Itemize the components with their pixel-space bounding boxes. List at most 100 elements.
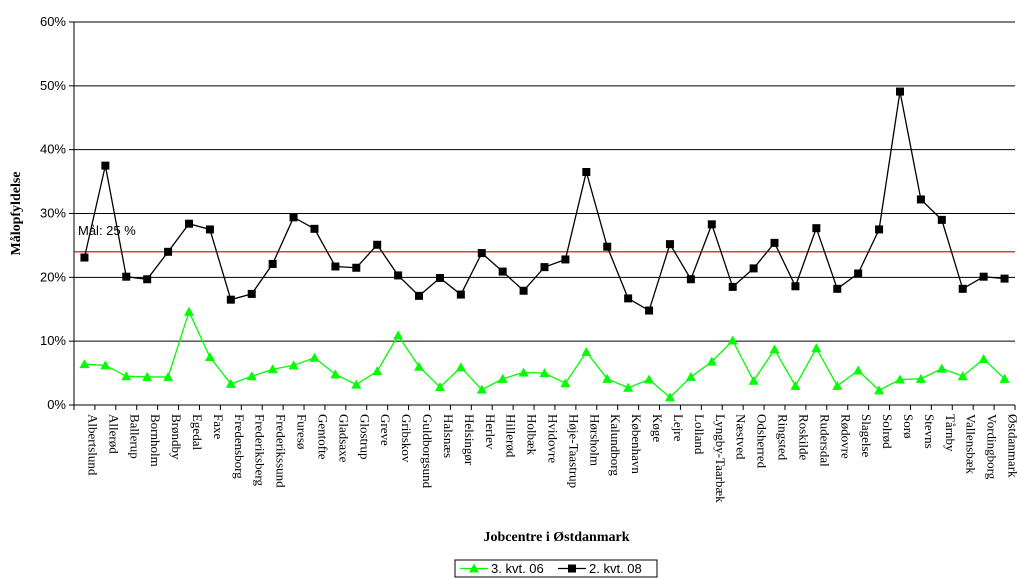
- data-point: [685, 371, 696, 381]
- y-tick-label: 10%: [40, 333, 66, 348]
- target-line-label: Mål: 25 %: [78, 223, 136, 238]
- y-tick-label: 60%: [40, 14, 66, 29]
- data-point: [143, 275, 152, 284]
- x-tick-label: Ringsted: [776, 414, 791, 461]
- data-point: [477, 249, 486, 258]
- data-point: [164, 247, 173, 256]
- x-tick-label: Hillerød: [504, 414, 519, 458]
- series-line: [84, 310, 1005, 399]
- x-tick-label: Brøndby: [169, 414, 184, 460]
- x-tick-label: Egedal: [190, 414, 205, 450]
- series-1: [79, 306, 1010, 402]
- data-point: [602, 373, 613, 383]
- data-point: [790, 380, 801, 390]
- data-point: [853, 365, 864, 375]
- data-point: [394, 271, 403, 280]
- data-point: [539, 368, 550, 378]
- data-point: [727, 335, 738, 345]
- x-tick-label: Odsherred: [755, 414, 770, 469]
- data-point: [645, 306, 654, 315]
- data-point: [268, 259, 277, 268]
- data-point: [288, 360, 299, 370]
- data-point: [331, 262, 340, 271]
- data-point: [833, 284, 842, 293]
- x-tick-label: Lolland: [692, 414, 707, 455]
- data-point: [247, 289, 256, 298]
- data-point: [373, 240, 382, 249]
- data-point: [163, 371, 174, 381]
- data-point: [854, 269, 863, 278]
- x-tick-label: Vordingborg: [985, 414, 1000, 480]
- data-point: [978, 354, 989, 364]
- x-tick-label: Vallensbæk: [964, 414, 979, 474]
- x-tick-label: Gribskov: [399, 414, 414, 463]
- x-tick-label: Allerød: [106, 414, 121, 454]
- data-point: [414, 361, 425, 371]
- data-point: [832, 380, 843, 390]
- x-tick-label: Fredensborg: [232, 414, 247, 479]
- data-point: [665, 240, 674, 249]
- data-point: [122, 272, 131, 281]
- x-tick-label: Frederiksberg: [253, 414, 268, 486]
- data-point: [624, 294, 633, 303]
- data-point: [226, 295, 235, 304]
- x-tick-label: Køge: [650, 414, 665, 442]
- x-tick-label: Hørsholm: [587, 414, 602, 466]
- data-point: [603, 242, 612, 251]
- x-tick-label: Helsingør: [462, 414, 477, 466]
- series-2: [80, 87, 1009, 315]
- x-tick-label: Rudersdal: [817, 414, 832, 467]
- data-point: [623, 382, 634, 392]
- data-point: [1000, 274, 1009, 283]
- data-point: [434, 382, 445, 392]
- data-point: [916, 195, 925, 204]
- y-tick-label: 0%: [47, 397, 66, 412]
- data-point: [895, 87, 904, 96]
- x-tick-label: Østdanmark: [1006, 414, 1017, 478]
- data-point: [560, 378, 571, 388]
- data-point: [791, 282, 800, 291]
- data-point: [309, 352, 320, 362]
- data-point: [415, 291, 424, 300]
- data-point: [915, 373, 926, 383]
- data-point: [540, 263, 549, 272]
- data-point: [644, 374, 655, 384]
- x-tick-label: Hvidovre: [546, 414, 561, 463]
- data-point: [581, 347, 592, 357]
- x-tick-label: Næstved: [734, 414, 749, 460]
- data-point: [497, 373, 508, 383]
- x-tick-label: Høje-Taastrup: [566, 414, 581, 488]
- legend-marker: [568, 564, 576, 573]
- y-tick-label: 40%: [40, 142, 66, 157]
- legend-box: [454, 559, 658, 578]
- x-tick-label: Faxe: [211, 414, 226, 440]
- data-point: [875, 225, 884, 234]
- data-point: [142, 371, 153, 381]
- data-point: [936, 363, 947, 373]
- x-tick-label: Furesø: [295, 414, 310, 450]
- x-tick-label: Stevns: [922, 414, 937, 449]
- x-tick-label: Sorø: [901, 414, 916, 439]
- data-point: [812, 224, 821, 233]
- data-point: [351, 379, 362, 389]
- y-tick-label: 50%: [40, 78, 66, 93]
- data-point: [435, 273, 444, 282]
- x-tick-label: Glostrup: [357, 414, 372, 460]
- x-tick-label: Guldborgsund: [420, 414, 435, 489]
- y-axis-title: Målopfyldelse: [9, 172, 24, 256]
- x-tick-label: Greve: [378, 414, 393, 446]
- x-tick-label: Holbæk: [525, 414, 540, 456]
- data-point: [205, 225, 214, 234]
- data-point: [352, 263, 361, 272]
- x-tick-label: Kalundborg: [608, 414, 623, 476]
- legend: 3. kvt. 06 2. kvt. 08: [454, 559, 658, 578]
- data-point: [393, 330, 404, 340]
- data-point: [582, 168, 591, 177]
- x-tick-label: Herlev: [483, 414, 498, 450]
- data-point: [100, 360, 111, 370]
- x-tick-label: Slagelse: [859, 414, 874, 458]
- data-point: [121, 371, 132, 381]
- data-point: [894, 374, 905, 384]
- legend-label: 2. kvt. 08: [589, 561, 642, 576]
- x-axis-title: Jobcentre i Østdanmark: [484, 530, 630, 545]
